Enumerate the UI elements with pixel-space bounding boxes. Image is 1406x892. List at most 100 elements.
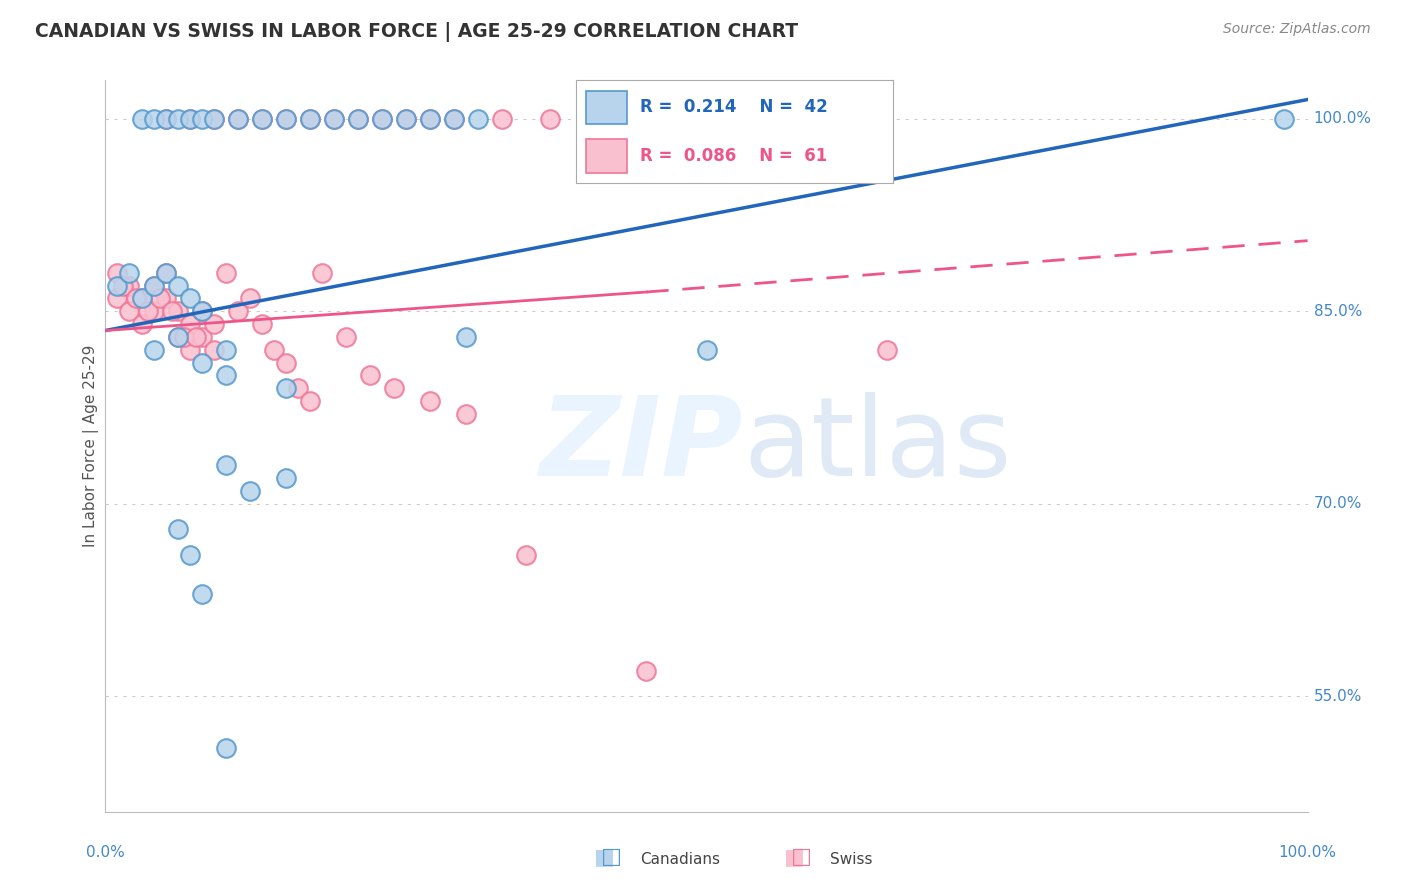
Point <box>179 112 201 126</box>
FancyBboxPatch shape <box>586 91 627 124</box>
Point <box>298 394 321 409</box>
Point <box>250 112 273 126</box>
Point <box>179 548 201 562</box>
Point <box>395 112 418 126</box>
Point <box>142 278 165 293</box>
Point <box>214 343 236 357</box>
Point <box>112 278 135 293</box>
Point <box>190 586 212 600</box>
Text: 70.0%: 70.0% <box>1313 496 1362 511</box>
Point <box>322 112 344 126</box>
Point <box>131 292 153 306</box>
Point <box>214 740 236 755</box>
Point <box>190 355 212 369</box>
Text: R =  0.214    N =  42: R = 0.214 N = 42 <box>640 98 828 117</box>
Point <box>179 317 201 331</box>
Point <box>214 266 236 280</box>
Point <box>179 343 201 357</box>
Point <box>491 112 513 126</box>
Point <box>184 330 207 344</box>
Point <box>131 317 153 331</box>
Point <box>311 266 333 280</box>
Text: ■: ■ <box>595 847 614 867</box>
Y-axis label: In Labor Force | Age 25-29: In Labor Force | Age 25-29 <box>83 345 98 547</box>
Point <box>876 343 898 357</box>
Point <box>190 304 212 318</box>
Point <box>202 112 225 126</box>
Point <box>395 112 418 126</box>
Point <box>155 112 177 126</box>
Point <box>515 548 537 562</box>
Point <box>226 112 249 126</box>
Point <box>166 112 188 126</box>
Point <box>131 292 153 306</box>
Point <box>274 355 297 369</box>
Point <box>155 266 177 280</box>
Point <box>118 266 141 280</box>
Text: Source: ZipAtlas.com: Source: ZipAtlas.com <box>1223 22 1371 37</box>
FancyBboxPatch shape <box>586 139 627 173</box>
Point <box>274 112 297 126</box>
Point <box>382 381 405 395</box>
Point <box>696 112 718 126</box>
Text: R =  0.086    N =  61: R = 0.086 N = 61 <box>640 146 827 165</box>
Point <box>347 112 370 126</box>
Point <box>347 112 370 126</box>
Point <box>142 278 165 293</box>
Point <box>214 368 236 383</box>
Point <box>155 266 177 280</box>
Point <box>142 343 165 357</box>
Point <box>274 471 297 485</box>
Point <box>142 304 165 318</box>
Point <box>148 292 170 306</box>
Text: 100.0%: 100.0% <box>1278 845 1337 860</box>
Point <box>131 112 153 126</box>
Point <box>371 112 394 126</box>
Point <box>107 266 129 280</box>
Text: atlas: atlas <box>744 392 1012 500</box>
Text: □: □ <box>792 847 811 867</box>
Point <box>419 394 441 409</box>
Text: CANADIAN VS SWISS IN LABOR FORCE | AGE 25-29 CORRELATION CHART: CANADIAN VS SWISS IN LABOR FORCE | AGE 2… <box>35 22 799 42</box>
Point <box>190 330 212 344</box>
Point <box>454 407 477 421</box>
Point <box>179 292 201 306</box>
Point <box>124 292 146 306</box>
Point <box>190 304 212 318</box>
Point <box>166 304 188 318</box>
Point <box>298 112 321 126</box>
Point <box>118 304 141 318</box>
Text: ZIP: ZIP <box>540 392 744 500</box>
Text: Canadians: Canadians <box>640 852 720 867</box>
Point <box>1272 112 1295 126</box>
Point <box>322 112 344 126</box>
Point <box>202 112 225 126</box>
Point <box>298 112 321 126</box>
Point <box>118 278 141 293</box>
Text: 0.0%: 0.0% <box>86 845 125 860</box>
Point <box>274 112 297 126</box>
Point <box>467 112 489 126</box>
Point <box>226 112 249 126</box>
Point <box>443 112 465 126</box>
Point <box>419 112 441 126</box>
Point <box>136 304 159 318</box>
Point <box>166 523 188 537</box>
Point <box>538 112 561 126</box>
Point <box>202 317 225 331</box>
Point <box>636 112 658 126</box>
Point <box>443 112 465 126</box>
Point <box>696 343 718 357</box>
Point <box>419 112 441 126</box>
Point <box>263 343 285 357</box>
Point <box>636 664 658 678</box>
Point <box>160 304 183 318</box>
Point <box>588 112 610 126</box>
Text: Swiss: Swiss <box>830 852 872 867</box>
Point <box>142 112 165 126</box>
Point <box>250 317 273 331</box>
Point <box>166 278 188 293</box>
Text: 85.0%: 85.0% <box>1313 304 1362 318</box>
Point <box>274 381 297 395</box>
Point <box>359 368 381 383</box>
